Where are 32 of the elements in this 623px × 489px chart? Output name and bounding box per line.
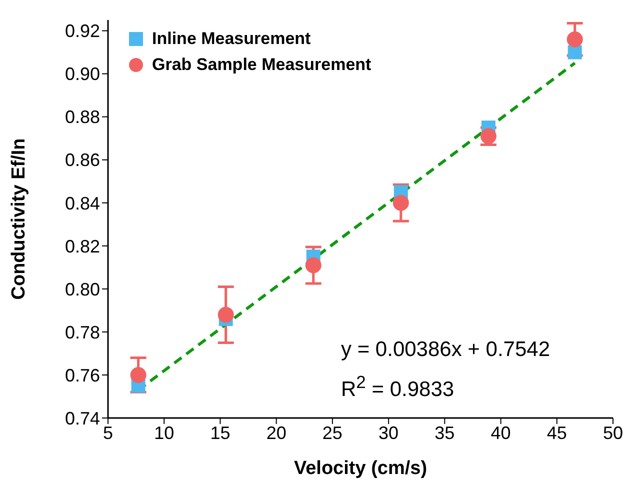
point [566,31,583,48]
y-tick-label: 0.82 [64,236,100,256]
y-tick-label: 0.92 [64,21,100,42]
x-tick-label: 15 [210,422,230,443]
x-tick-label: 10 [154,422,174,443]
x-tick-label: 50 [602,422,623,443]
x-tick-label: 35 [434,422,455,443]
y-axis-title: Conductivity Ef/In [8,138,30,300]
y-tick-label: 0.80 [64,279,100,300]
y-tick-label: 0.78 [64,322,100,342]
x-tick-label: 30 [378,422,399,443]
point [130,366,146,383]
y-tick-label: 0.90 [64,64,100,84]
x-tick-label: 25 [322,422,342,443]
y-tick-label: 0.88 [64,107,100,128]
point [568,45,582,60]
legend-label: Inline Measurement [152,28,311,50]
annotation: R$^{2}$ = 0.9833 [341,371,456,403]
annotation: y = 0.00386x + 0.7542 [341,337,550,363]
x-tick-label: 20 [266,422,286,443]
x-axis-title: Velocity (cm/s) [294,458,428,479]
x-tick-label: 45 [546,422,567,443]
point [218,306,234,323]
y-tick-label: 0.86 [64,150,100,170]
y-tick-label: 0.74 [64,408,100,428]
point [305,257,322,274]
x-tick-label: 5 [102,422,114,443]
y-tick-label: 0.84 [64,193,100,214]
legend-label: Grab Sample Measurement [152,54,372,76]
point [392,194,409,211]
y-tick-label: 0.76 [64,365,100,386]
x-tick-label: 40 [490,422,511,443]
